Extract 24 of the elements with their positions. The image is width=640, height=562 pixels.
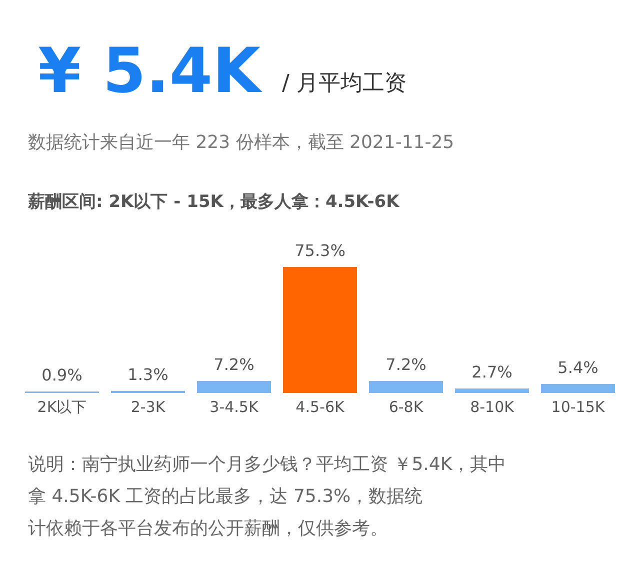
data-label: 1.3% <box>128 364 168 384</box>
data-label: 7.2% <box>386 354 426 374</box>
chart-subtitle: 数据统计来自近一年 223 份样本，截至 2021-11-25 <box>28 132 454 153</box>
text: 薪酬区间: 2K以下 - 15K，最多人拿：4.5K-6K <box>27 192 400 212</box>
bar <box>283 267 357 393</box>
data-label: 0.9% <box>42 365 82 384</box>
bar <box>196 380 271 393</box>
data-label: 2.7% <box>472 362 512 382</box>
x-tick-label: 3-4.5K <box>210 398 260 416</box>
x-tick-label: 8-10K <box>470 398 516 416</box>
x-tick-label: 4.5-6K <box>296 398 346 416</box>
x-tick-label: 2-3K <box>130 398 166 416</box>
text: 说明：南宁执业药师一个月多少钱？平均工资 ￥5.4K，其中拿 4.5K-6K 工资的占比最多，达 75.3%，数据统计依赖于各平台发布的公开薪酬，仅供参考。 <box>28 454 506 539</box>
data-label: 7.2% <box>214 354 254 374</box>
x-tick-label: 6-8K <box>388 398 424 416</box>
x-tick-label: 2K以下 <box>37 398 87 416</box>
bar <box>541 384 616 393</box>
bar <box>369 380 444 393</box>
data-label: 5.4% <box>558 358 598 377</box>
x-tick-label: 10-15K <box>551 398 606 416</box>
text: / 月平均工资 <box>282 71 406 96</box>
data-label: 75.3% <box>294 241 346 260</box>
chart-title: ¥ 5.4K <box>38 34 263 107</box>
bar <box>455 388 530 393</box>
